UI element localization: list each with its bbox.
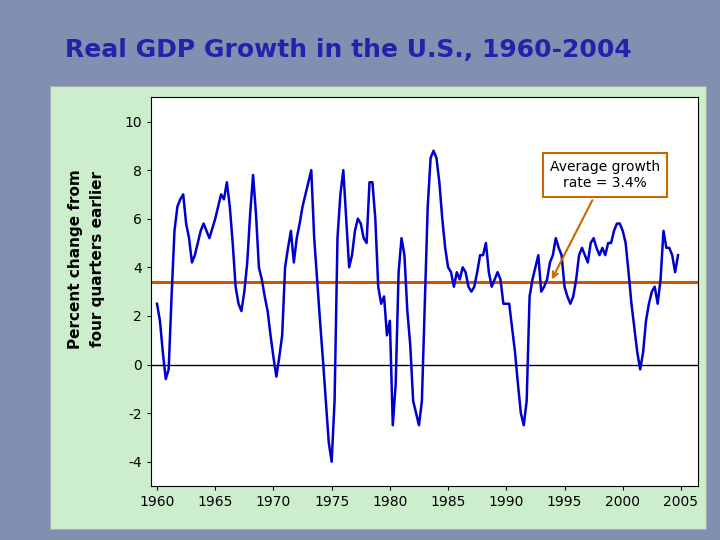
Text: four quarters earlier: four quarters earlier	[90, 171, 104, 347]
Text: Real GDP Growth in the U.S., 1960-2004: Real GDP Growth in the U.S., 1960-2004	[65, 38, 631, 62]
Text: Average growth
rate = 3.4%: Average growth rate = 3.4%	[550, 160, 660, 278]
Text: Percent change from: Percent change from	[68, 170, 83, 349]
